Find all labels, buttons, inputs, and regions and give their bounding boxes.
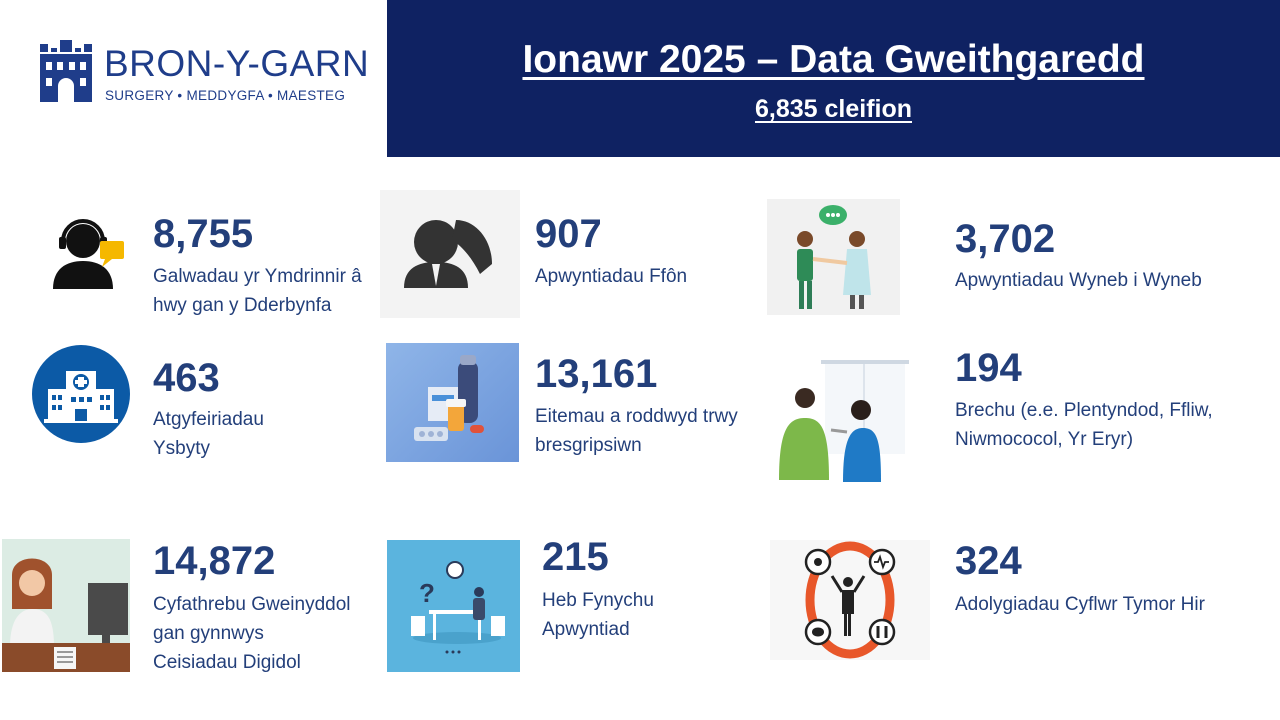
- stat-label: Galwadau yr Ymdrinnir â hwy gan y Dderby…: [153, 266, 362, 316]
- receptionist-headset-icon: [50, 215, 124, 291]
- svg-text:?: ?: [419, 578, 435, 608]
- stat-label: Heb Fynychu Apwyntiad: [542, 590, 654, 640]
- admin-desk-icon: [2, 539, 130, 672]
- page-title: Ionawr 2025 – Data Gweithgaredd: [522, 38, 1145, 81]
- stat-value: 194: [955, 346, 1022, 390]
- stat-value: 3,702: [955, 217, 1056, 261]
- stat-label: Atgyfeiriadau Ysbyty: [153, 409, 264, 459]
- stat-value: 463: [153, 356, 220, 400]
- logo-name: BRON-Y-GARN: [104, 43, 370, 84]
- stat-value: 14,872: [153, 539, 276, 583]
- header-banner: Ionawr 2025 – Data Gweithgaredd 6,835 cl…: [387, 0, 1280, 157]
- vaccination-icon: [773, 360, 910, 486]
- stat-label: Apwyntiadau Ffôn: [535, 266, 688, 287]
- missed-appointment-icon: ?: [387, 540, 520, 672]
- stat-label: Brechu (e.e. Plentyndod, Ffliw, Niwmococ…: [955, 400, 1213, 450]
- long-term-condition-icon: [770, 540, 930, 660]
- stat-label: Adolygiadau Cyflwr Tymor Hir: [955, 594, 1205, 615]
- stat-value: 907: [535, 212, 602, 256]
- stat-value: 8,755: [153, 212, 254, 256]
- stat-label: Eitemau a roddwyd trwy bresgripsiwn: [535, 406, 738, 456]
- stat-value: 324: [955, 539, 1022, 583]
- stat-label: Cyfathrebu Gweinyddol gan gynnwys Ceisia…: [153, 594, 351, 673]
- phone-call-icon: [380, 190, 520, 318]
- stat-value: 13,161: [535, 352, 658, 396]
- castle-logo-icon: [40, 40, 92, 102]
- patient-count: 6,835 cleifion: [754, 95, 913, 123]
- stat-value: 215: [542, 535, 609, 579]
- hospital-icon: [32, 345, 130, 443]
- medicines-icon: [386, 343, 519, 462]
- logo-tagline: SURGERY • MEDDYGFA • MAESTEG: [105, 88, 346, 103]
- logo: BRON-Y-GARN SURGERY • MEDDYGFA • MAESTEG: [40, 38, 369, 108]
- stat-label: Apwyntiadau Wyneb i Wyneb: [955, 270, 1202, 291]
- doctor-patient-handshake-icon: [767, 199, 900, 315]
